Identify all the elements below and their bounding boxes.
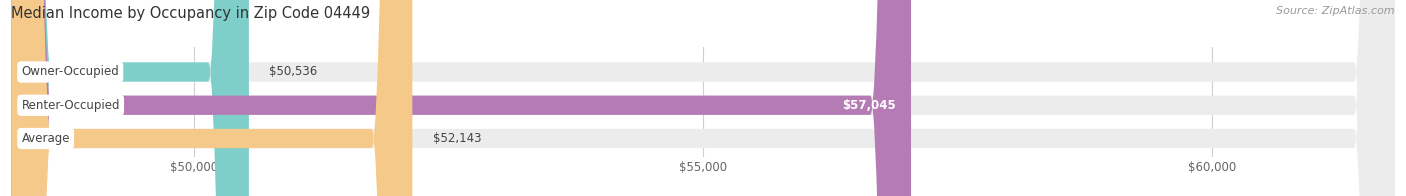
Text: Renter-Occupied: Renter-Occupied	[21, 99, 120, 112]
FancyBboxPatch shape	[11, 0, 249, 196]
Text: $57,045: $57,045	[842, 99, 896, 112]
Text: $50,536: $50,536	[269, 65, 318, 78]
Text: Median Income by Occupancy in Zip Code 04449: Median Income by Occupancy in Zip Code 0…	[11, 6, 370, 21]
FancyBboxPatch shape	[11, 0, 412, 196]
FancyBboxPatch shape	[11, 0, 1395, 196]
FancyBboxPatch shape	[11, 0, 911, 196]
Text: Owner-Occupied: Owner-Occupied	[21, 65, 120, 78]
Text: Source: ZipAtlas.com: Source: ZipAtlas.com	[1277, 6, 1395, 16]
FancyBboxPatch shape	[11, 0, 1395, 196]
FancyBboxPatch shape	[11, 0, 1395, 196]
Text: $52,143: $52,143	[433, 132, 481, 145]
Text: Average: Average	[21, 132, 70, 145]
